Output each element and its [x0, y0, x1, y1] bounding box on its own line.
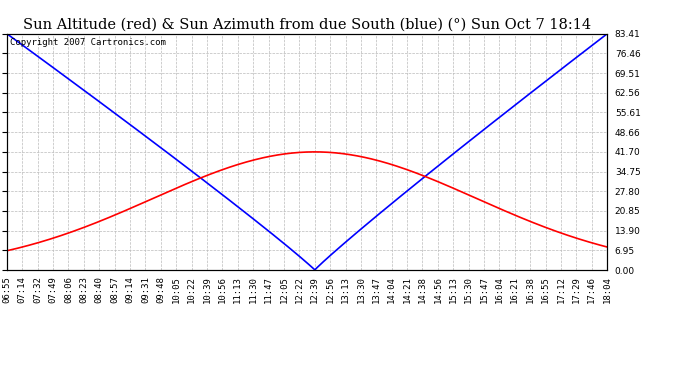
- Title: Sun Altitude (red) & Sun Azimuth from due South (blue) (°) Sun Oct 7 18:14: Sun Altitude (red) & Sun Azimuth from du…: [23, 17, 591, 31]
- Text: Copyright 2007 Cartronics.com: Copyright 2007 Cartronics.com: [10, 39, 166, 48]
